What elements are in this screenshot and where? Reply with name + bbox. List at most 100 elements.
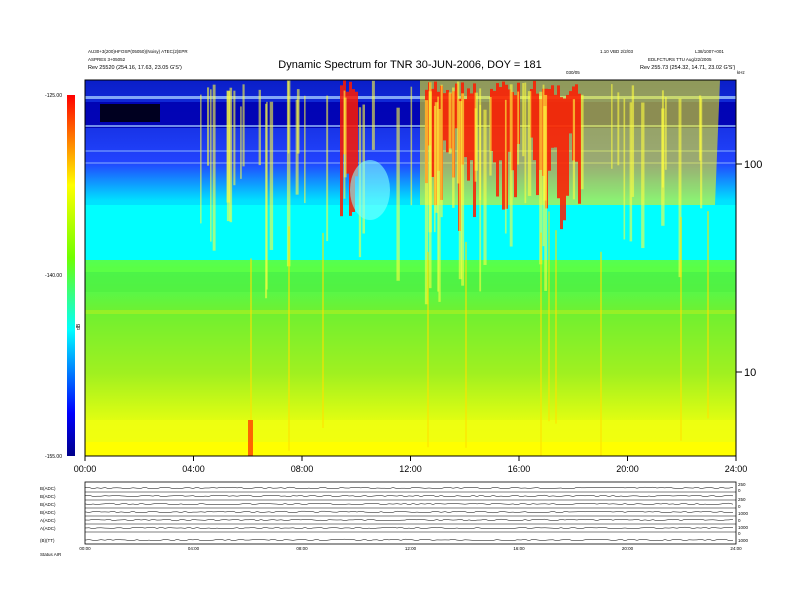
burst-yellow-streak	[210, 89, 212, 242]
panel-trace	[84, 494, 734, 498]
panel-label: B(ADC)	[40, 510, 56, 515]
burst-yellow-streak	[434, 102, 439, 213]
burst-red-column	[470, 93, 473, 161]
burst-red-column	[467, 88, 470, 181]
vertical-feature	[555, 230, 557, 424]
burst-red-column	[349, 81, 352, 216]
burst-red-column	[502, 81, 505, 210]
burst-yellow-streak	[629, 102, 633, 242]
burst-cyan-patch	[350, 160, 390, 220]
burst-yellow-streak	[448, 92, 452, 154]
chart-title: Dynamic Spectrum for TNR 30-JUN-2006, DO…	[278, 59, 541, 71]
burst-yellow-streak	[242, 84, 245, 167]
burst-yellow-streak	[269, 101, 274, 250]
x-axis-ticks: 00:00 04:00 08:00 12:00 16:00 20:00 24:00	[74, 456, 747, 474]
y-tick-label-100: 100	[744, 159, 762, 171]
burst-yellow-streak	[617, 92, 620, 166]
panel-trace	[84, 518, 734, 522]
colorbar-label: dB	[76, 323, 82, 330]
header-left-line1: AU30+3(200)HFOSP(05050)(Noisy) ATEC(2)EP…	[88, 49, 188, 54]
spectrogram-green-band	[85, 260, 736, 272]
burst-red-column	[355, 91, 358, 177]
burst-yellow-streak	[611, 84, 613, 169]
header-left-line2: ASPRES 3+05052	[88, 57, 126, 62]
burst-red-column	[340, 85, 343, 217]
burst-yellow-streak	[286, 80, 291, 267]
spectrogram-cyan-band	[85, 205, 736, 260]
burst-yellow-streak	[326, 95, 329, 242]
burst-red-column	[508, 89, 511, 152]
vertical-feature	[540, 232, 542, 456]
x-tick-label: 16:00	[508, 464, 531, 474]
spectrogram-yellow-line	[85, 310, 736, 314]
burst-red-column	[566, 94, 569, 196]
panel-right-tick: 1000	[738, 525, 749, 530]
header-center-small: 030/05	[566, 70, 580, 75]
colorbar-tick-label: -140.00	[45, 273, 62, 279]
burst-yellow-streak	[524, 82, 527, 204]
burst-yellow-streak	[437, 96, 439, 292]
panel-label: A(ADC)	[40, 518, 56, 523]
vertical-feature-red	[248, 420, 253, 456]
header-right-top1: 1.10 VBD 2/2/03	[600, 49, 634, 54]
burst-red-column	[530, 89, 533, 138]
burst-yellow-streak	[483, 109, 487, 265]
panel-right-tick: 0	[738, 504, 741, 509]
panel-trace	[84, 486, 734, 490]
bottom-axis-ticks: 00:00 04:00 08:00 12:00 16:00 20:00 24:00	[79, 546, 742, 551]
burst-red-column	[536, 93, 539, 196]
burst-yellow-streak	[461, 93, 465, 286]
panel-label: B(ADC)	[40, 486, 56, 491]
spectrogram-line-2	[85, 125, 736, 127]
panel-label: (B)(TT)	[40, 538, 55, 543]
burst-yellow-streak	[265, 103, 268, 299]
burst-red-column	[346, 91, 349, 174]
y-tick-label-10: 10	[744, 367, 756, 379]
burst-red-column	[446, 89, 449, 153]
burst-yellow-streak	[295, 99, 299, 195]
burst-yellow-streak	[440, 84, 443, 218]
burst-yellow-streak	[572, 99, 576, 200]
panel-trace	[84, 538, 734, 542]
panel-right-tick: 0	[738, 518, 741, 523]
burst-yellow-streak	[580, 94, 584, 190]
colorbar-tick-label: -125.00	[45, 93, 62, 99]
vertical-feature	[600, 251, 602, 456]
burst-red-column	[563, 98, 566, 221]
burst-yellow-streak	[474, 108, 477, 182]
burst-yellow-streak	[410, 86, 413, 206]
burst-yellow-streak	[517, 91, 520, 165]
spectrogram-yellow-bottom	[85, 442, 736, 456]
burst-yellow-streak	[542, 84, 545, 247]
burst-yellow-streak	[233, 90, 236, 186]
header-rev-left: Rev 25520 (254.16, 17.63, 23.05 G'S')	[88, 65, 182, 71]
burst-red-column	[569, 91, 572, 134]
vertical-feature	[427, 251, 429, 448]
burst-yellow-streak	[226, 90, 230, 203]
panel-right-tick: 0	[738, 488, 741, 493]
colorbar	[67, 95, 75, 456]
burst-yellow-streak	[641, 102, 645, 249]
burst-yellow-streak	[240, 106, 242, 179]
burst-yellow-streak	[212, 84, 216, 251]
spectrogram-dark-region	[100, 104, 160, 122]
x-tick-label: 04:00	[182, 464, 205, 474]
panel-right-tick: 250	[738, 497, 746, 502]
housekeeping-panel	[84, 481, 737, 545]
burst-yellow-streak	[438, 109, 441, 302]
spectrogram-line-1	[85, 96, 736, 99]
burst-yellow-streak	[664, 97, 667, 170]
burst-yellow-streak	[509, 84, 513, 247]
header-right-top2: L38/1007+001	[695, 49, 724, 54]
spectrogram-line-3	[85, 150, 736, 152]
burst-red-column	[548, 89, 551, 171]
vertical-feature	[680, 217, 682, 441]
panel-right-tick: 0	[738, 531, 741, 536]
burst-red-column	[560, 97, 563, 230]
burst-red-column	[443, 93, 446, 141]
x-tick-label: 20:00	[616, 464, 639, 474]
vertical-feature	[250, 258, 252, 456]
burst-yellow-streak	[456, 81, 460, 184]
burst-yellow-streak	[433, 105, 436, 233]
